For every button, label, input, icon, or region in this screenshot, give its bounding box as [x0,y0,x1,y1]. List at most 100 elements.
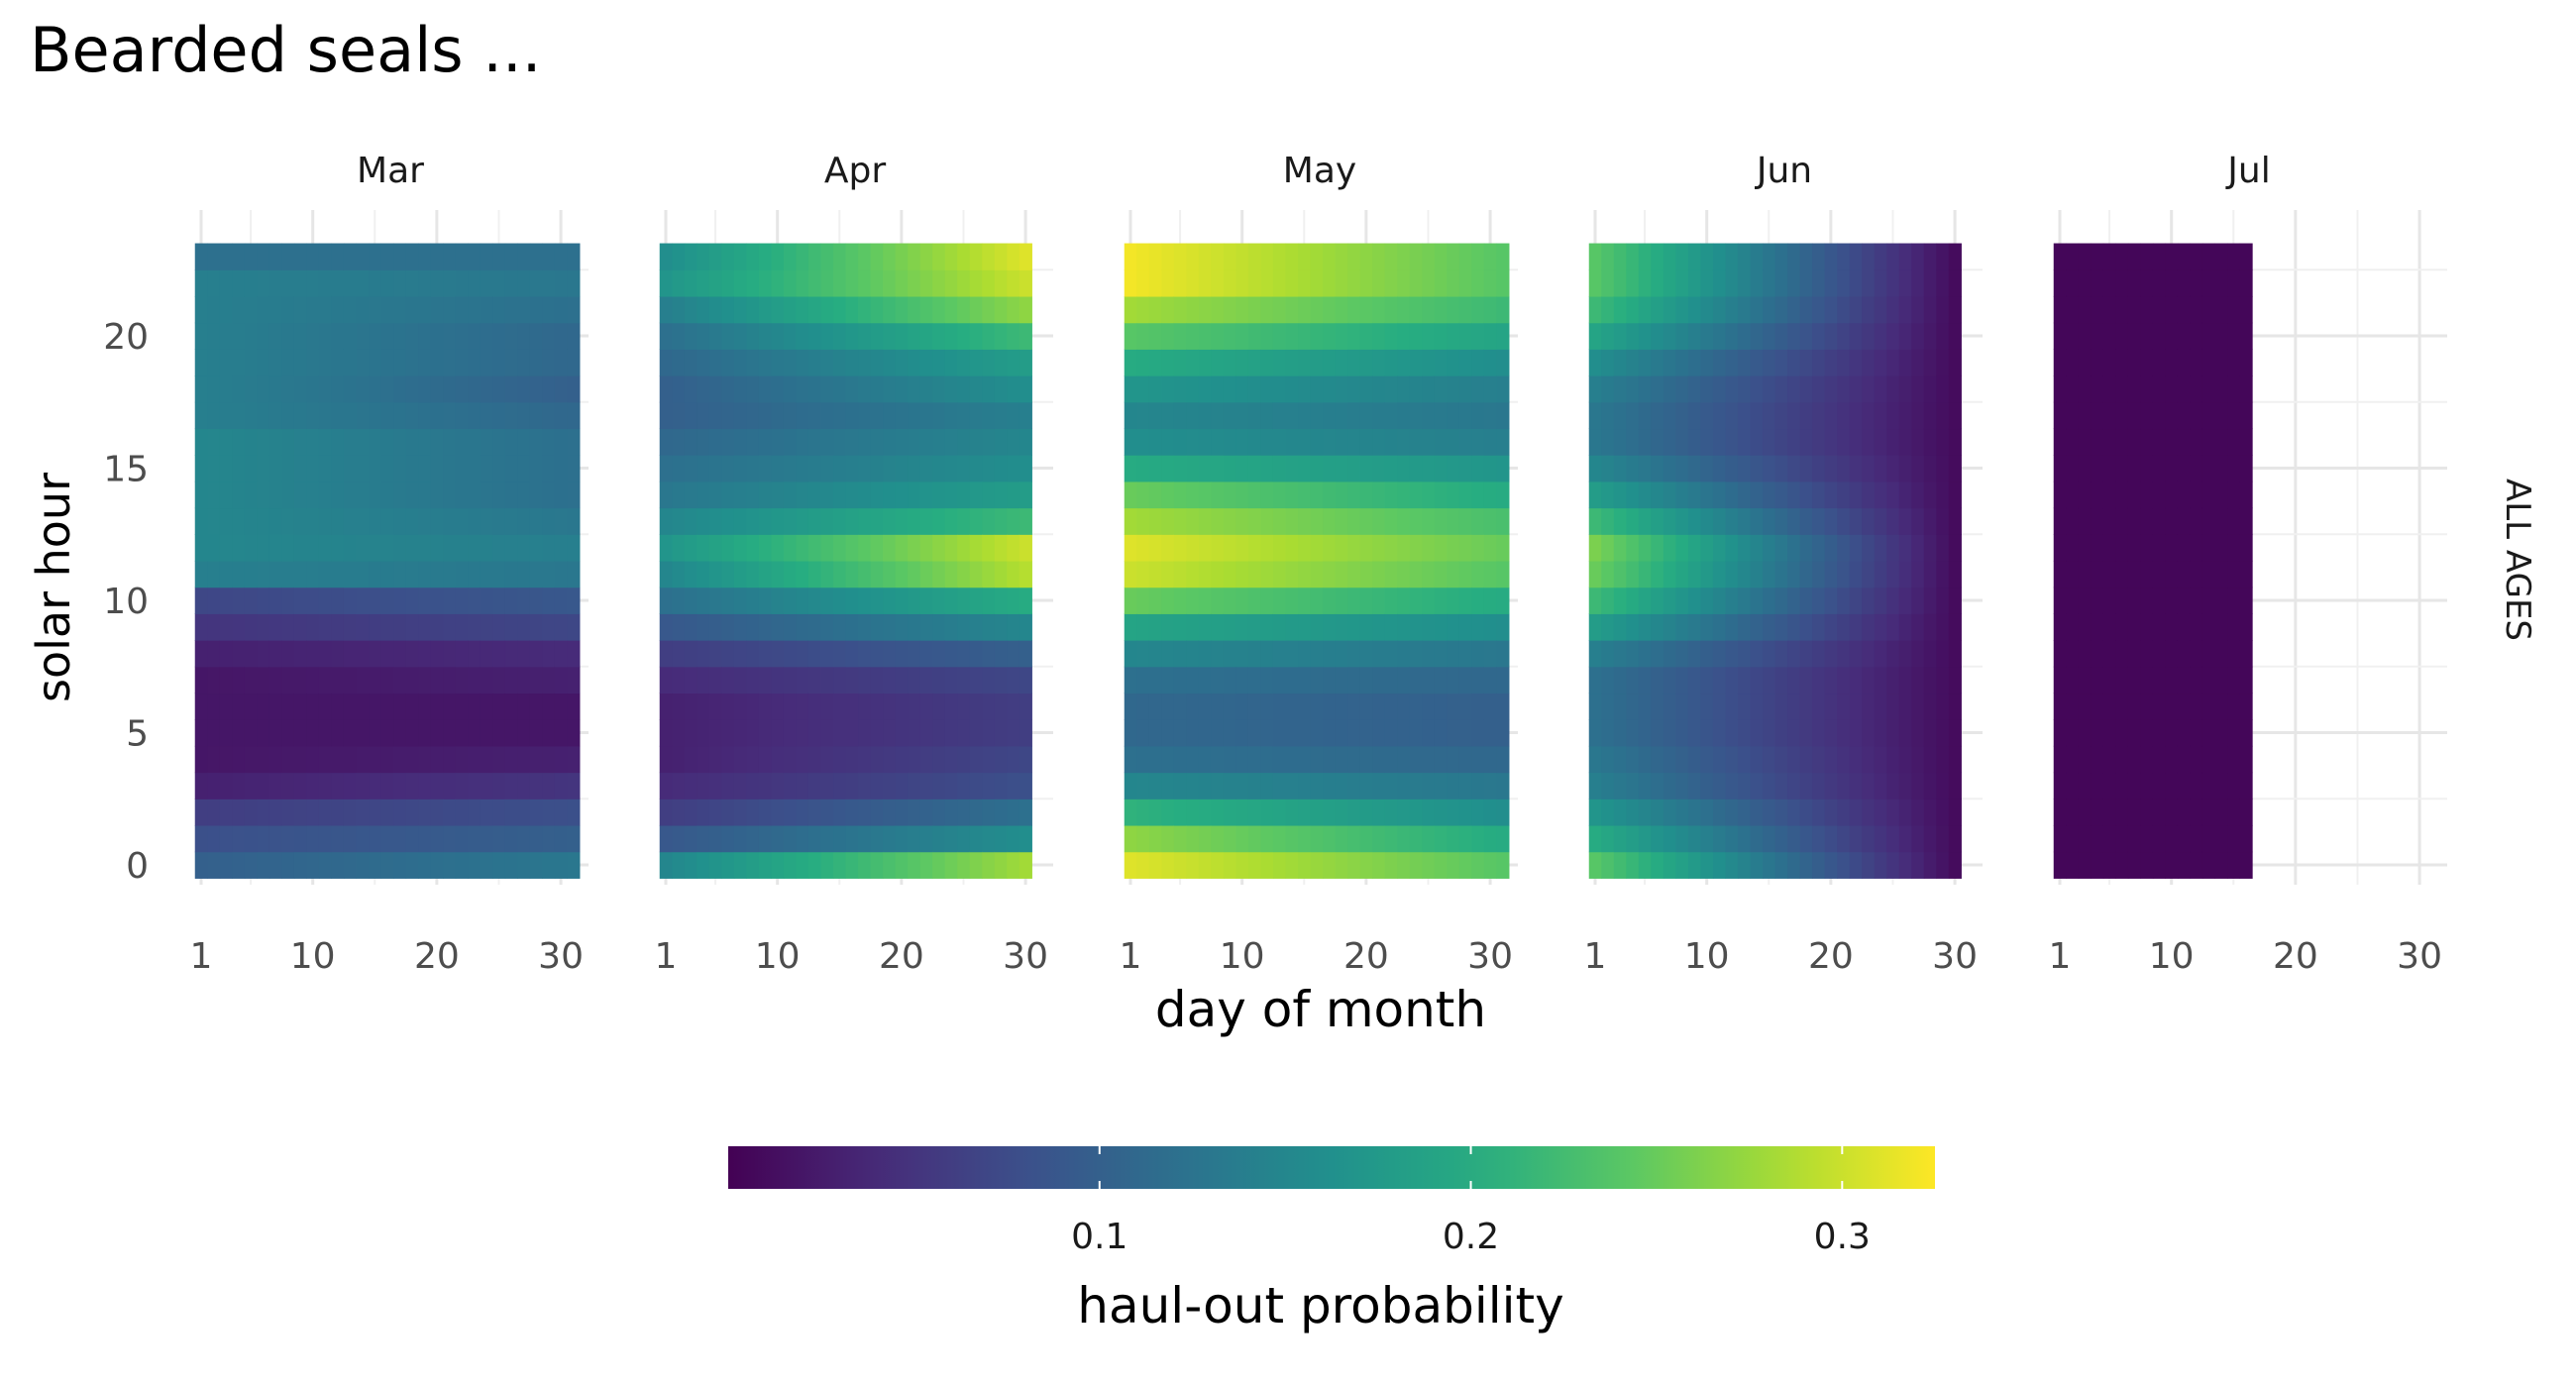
heatmap-cell [659,799,673,826]
heatmap-cell [542,534,556,562]
heatmap-cell [1323,851,1337,879]
heatmap-cell [870,243,884,270]
heatmap-cell [1298,269,1312,297]
heatmap-cell [1750,243,1764,270]
heatmap-cell [1763,295,1776,324]
heatmap-cell [393,824,407,853]
heatmap-cell [1458,666,1472,694]
heatmap-cell [1675,613,1689,641]
heatmap-cell [1471,401,1485,430]
heatmap-cell [1651,772,1664,800]
heatmap-cell [1948,799,1962,826]
heatmap-cell [542,243,556,270]
heatmap-cell [1186,560,1200,588]
heatmap-cell [1862,745,1876,774]
heatmap-cell [2140,745,2154,774]
heatmap-cell [659,480,673,509]
heatmap-cell [1496,375,1510,403]
heatmap-cell [567,507,581,535]
heatmap-cell [1651,745,1664,774]
heatmap-cell [1911,824,1925,853]
heatmap-cell [870,507,884,535]
heatmap-cell [306,560,320,588]
heatmap-cell [1638,824,1652,853]
heatmap-cell [1409,375,1423,403]
heatmap-cell [833,269,847,297]
heatmap-cell [1223,349,1237,376]
heatmap-cell [1260,243,1274,270]
heatmap-cell [2066,799,2080,826]
heatmap-cell [455,428,469,456]
heatmap-cell [1186,534,1200,562]
heatmap-cell [1310,507,1324,535]
heatmap-cell [932,719,946,747]
heatmap-cell [219,401,233,430]
heatmap-cell [430,560,444,588]
heatmap-cell [833,480,847,509]
heatmap-cell [1007,799,1020,826]
heatmap-cell [771,772,785,800]
heatmap-cell [1799,507,1813,535]
heatmap-cell [1651,666,1664,694]
heatmap-cell [2201,455,2216,482]
heatmap-cell [1626,507,1640,535]
heatmap-cell [1347,322,1361,350]
heatmap-cell [1384,824,1398,853]
heatmap-cell [529,613,543,641]
heatmap-cell [1923,613,1937,641]
heatmap-cell [1458,243,1472,270]
heatmap-cell [443,269,457,297]
heatmap-cell [554,428,568,456]
heatmap-cell [1750,428,1764,456]
heatmap-cell [1310,322,1324,350]
heatmap-cell [1447,349,1460,376]
heatmap-cell [820,295,834,324]
heatmap-cell [1198,269,1212,297]
heatmap-cell [405,507,419,535]
heatmap-cell [1447,560,1460,588]
heatmap-cell [1948,349,1962,376]
heatmap-cell [1601,745,1615,774]
heatmap-cell [746,534,760,562]
heatmap-cell [845,772,859,800]
heatmap-cell [708,799,722,826]
heatmap-cell [232,375,246,403]
heatmap-cell [684,745,698,774]
heatmap-cell [1359,587,1373,614]
heatmap-cell [293,534,308,562]
heatmap-cell [1422,295,1436,324]
heatmap-cell [2066,613,2080,641]
heatmap-cell [1223,745,1237,774]
heatmap-cell [1235,295,1249,324]
heatmap-cell [1186,772,1200,800]
heatmap-cell [2066,772,2080,800]
heatmap-cell [567,534,581,562]
heatmap-cell [1812,269,1826,297]
heatmap-cell [1359,693,1373,720]
heatmap-cell [1136,507,1150,535]
heatmap-cell [1235,534,1249,562]
heatmap-cell [529,799,543,826]
heatmap-cell [870,587,884,614]
heatmap-cell [858,269,872,297]
heatmap-cell [2227,480,2241,509]
heatmap-cell [2177,640,2192,668]
heatmap-cell [1651,428,1664,456]
heatmap-cell [443,455,457,482]
heatmap-cell [1483,693,1497,720]
heatmap-cell [969,243,983,270]
heatmap-cell [492,693,506,720]
heatmap-cell [1601,507,1615,535]
heatmap-cell [207,772,221,800]
heatmap-cell [2214,851,2228,879]
heatmap-cell [529,666,543,694]
heatmap-cell [932,693,946,720]
heatmap-cell [1272,824,1287,853]
heatmap-cell [430,428,444,456]
heatmap-cell [2190,772,2203,800]
heatmap-cell [807,666,822,694]
heatmap-cell [858,480,872,509]
heatmap-cell [281,480,295,509]
heatmap-cell [944,269,958,297]
